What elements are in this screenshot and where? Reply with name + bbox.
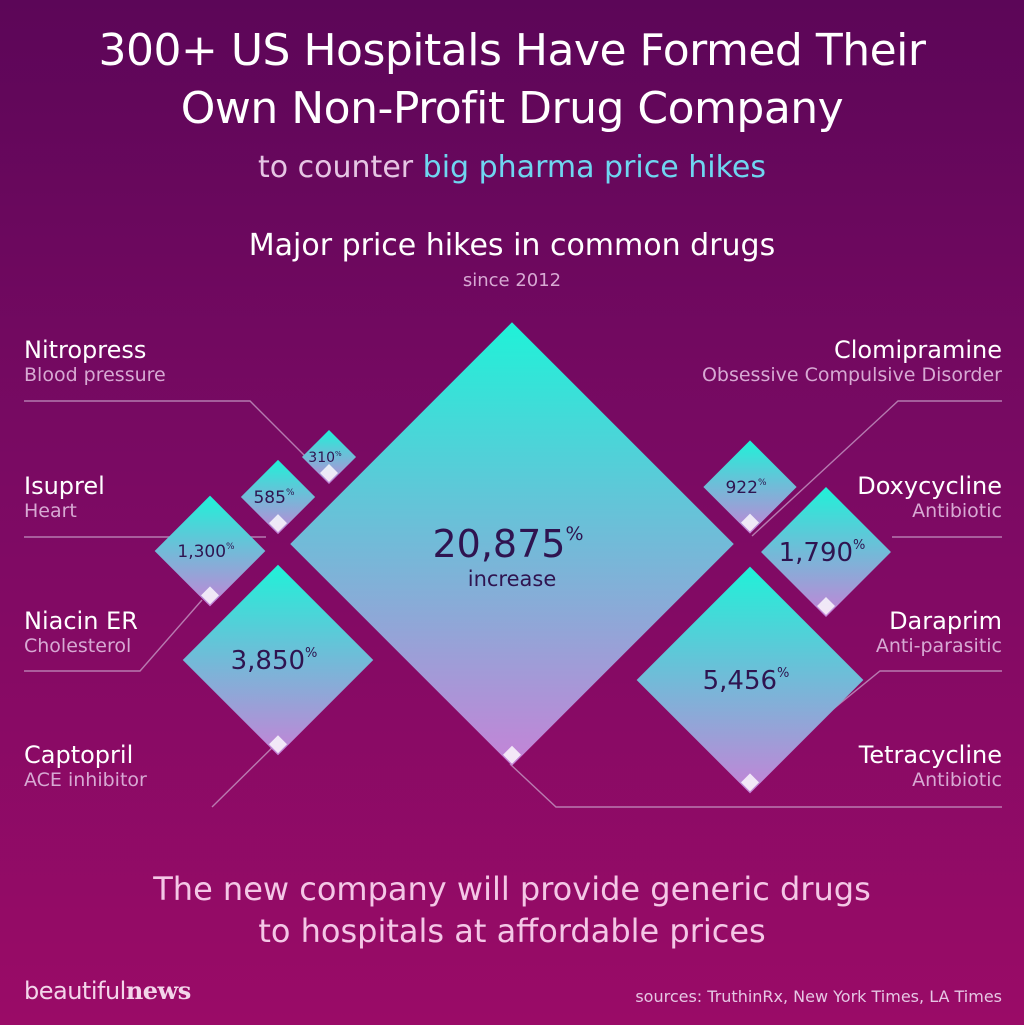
label-clomipramine: Clomipramine Obsessive Compulsive Disord… bbox=[702, 336, 1002, 386]
tip-marker bbox=[201, 586, 219, 605]
brand-light: beautiful bbox=[24, 977, 126, 1005]
diamond-clomipramine bbox=[703, 440, 797, 534]
drug-name: Doxycycline bbox=[857, 472, 1002, 500]
sources-text: sources: TruthinRx, New York Times, LA T… bbox=[635, 987, 1002, 1006]
title-line-1: 300+ US Hospitals Have Formed Their bbox=[98, 25, 926, 76]
diamond-isuprel bbox=[240, 459, 316, 535]
drug-name: Clomipramine bbox=[834, 336, 1002, 364]
value-unit: % bbox=[305, 646, 317, 661]
footer-message-line-2: to hospitals at affordable prices bbox=[258, 912, 766, 950]
value-label: 5,456% bbox=[703, 666, 790, 696]
value-unit: % bbox=[226, 542, 235, 552]
tip-marker bbox=[269, 735, 287, 754]
label-niacin-er: Niacin ER Cholesterol bbox=[24, 607, 138, 657]
drug-name: Tetracycline bbox=[858, 741, 1002, 769]
brand-bold: news bbox=[125, 976, 191, 1005]
diamond-tetracycline bbox=[290, 322, 734, 766]
diamond-doxycycline bbox=[761, 487, 891, 617]
value-label: 3,850% bbox=[231, 646, 318, 676]
connector-line-7 bbox=[509, 763, 1002, 808]
tip-marker bbox=[741, 773, 759, 792]
tip-marker bbox=[503, 745, 521, 764]
drug-name: Nitropress bbox=[24, 336, 147, 364]
label-doxycycline: Doxycycline Antibiotic bbox=[857, 472, 1002, 522]
label-daraprim: Daraprim Anti-parasitic bbox=[876, 607, 1002, 657]
diamond-niacin-er bbox=[154, 495, 266, 607]
value-label: 585% bbox=[253, 488, 294, 508]
value-label: 20,875% bbox=[432, 522, 583, 566]
footer-message: The new company will provide generic dru… bbox=[0, 868, 1024, 952]
connector-line-3 bbox=[211, 741, 279, 808]
label-nitropress: Nitropress Blood pressure bbox=[24, 336, 166, 386]
center-sublabel: increase bbox=[468, 567, 557, 591]
label-tetracycline: Tetracycline Antibiotic bbox=[859, 741, 1002, 791]
connector-line-4 bbox=[751, 400, 1002, 537]
subtitle-prefix: to counter bbox=[258, 150, 414, 185]
tip-marker bbox=[817, 596, 835, 615]
drug-category: Antibiotic bbox=[912, 769, 1002, 791]
label-captopril: Captopril ACE inhibitor bbox=[24, 741, 147, 791]
value-unit: % bbox=[853, 538, 865, 553]
drug-category: Heart bbox=[24, 500, 77, 522]
drug-name: Isuprel bbox=[24, 472, 105, 500]
value-label: 1,790% bbox=[779, 538, 866, 568]
drug-category: Blood pressure bbox=[24, 364, 166, 386]
value-unit: % bbox=[777, 666, 789, 681]
value-label: 922% bbox=[725, 478, 766, 498]
drug-category: Antibiotic bbox=[912, 500, 1002, 522]
value-label: 310% bbox=[308, 450, 342, 466]
value-unit: % bbox=[286, 488, 295, 498]
footer-message-line-1: The new company will provide generic dru… bbox=[153, 870, 871, 908]
value-unit: % bbox=[565, 523, 583, 545]
drug-name: Captopril bbox=[24, 741, 134, 769]
drug-name: Niacin ER bbox=[24, 607, 138, 635]
diamond-captopril bbox=[182, 564, 374, 756]
subtitle: to counter big pharma price hikes bbox=[0, 150, 1024, 185]
diamond-daraprim bbox=[636, 566, 864, 794]
value-label: 1,300% bbox=[177, 542, 235, 562]
chart-subtitle: since 2012 bbox=[462, 270, 562, 291]
drug-category: Anti-parasitic bbox=[875, 635, 1002, 657]
connector-line-2 bbox=[24, 599, 203, 672]
drug-category: ACE inhibitor bbox=[24, 769, 147, 791]
value-unit: % bbox=[758, 478, 767, 488]
title-line-2: Own Non-Profit Drug Company bbox=[180, 83, 844, 134]
chart-title: Major price hikes in common drugs bbox=[248, 228, 776, 263]
subtitle-highlight: big pharma price hikes bbox=[422, 150, 766, 185]
main-title: 300+ US Hospitals Have Formed Their Own … bbox=[0, 22, 1024, 138]
drug-category: Obsessive Compulsive Disorder bbox=[701, 364, 1002, 386]
connector-line-0 bbox=[24, 400, 328, 479]
tip-marker bbox=[269, 514, 287, 533]
drug-category: Cholesterol bbox=[24, 635, 132, 657]
value-unit: % bbox=[335, 450, 342, 458]
tip-marker bbox=[741, 513, 759, 532]
label-isuprel: Isuprel Heart bbox=[24, 472, 105, 522]
diamond-nitropress bbox=[301, 429, 357, 485]
brand-logo: beautifulnews bbox=[24, 976, 191, 1005]
tip-marker bbox=[320, 464, 338, 483]
drug-name: Daraprim bbox=[889, 607, 1002, 635]
